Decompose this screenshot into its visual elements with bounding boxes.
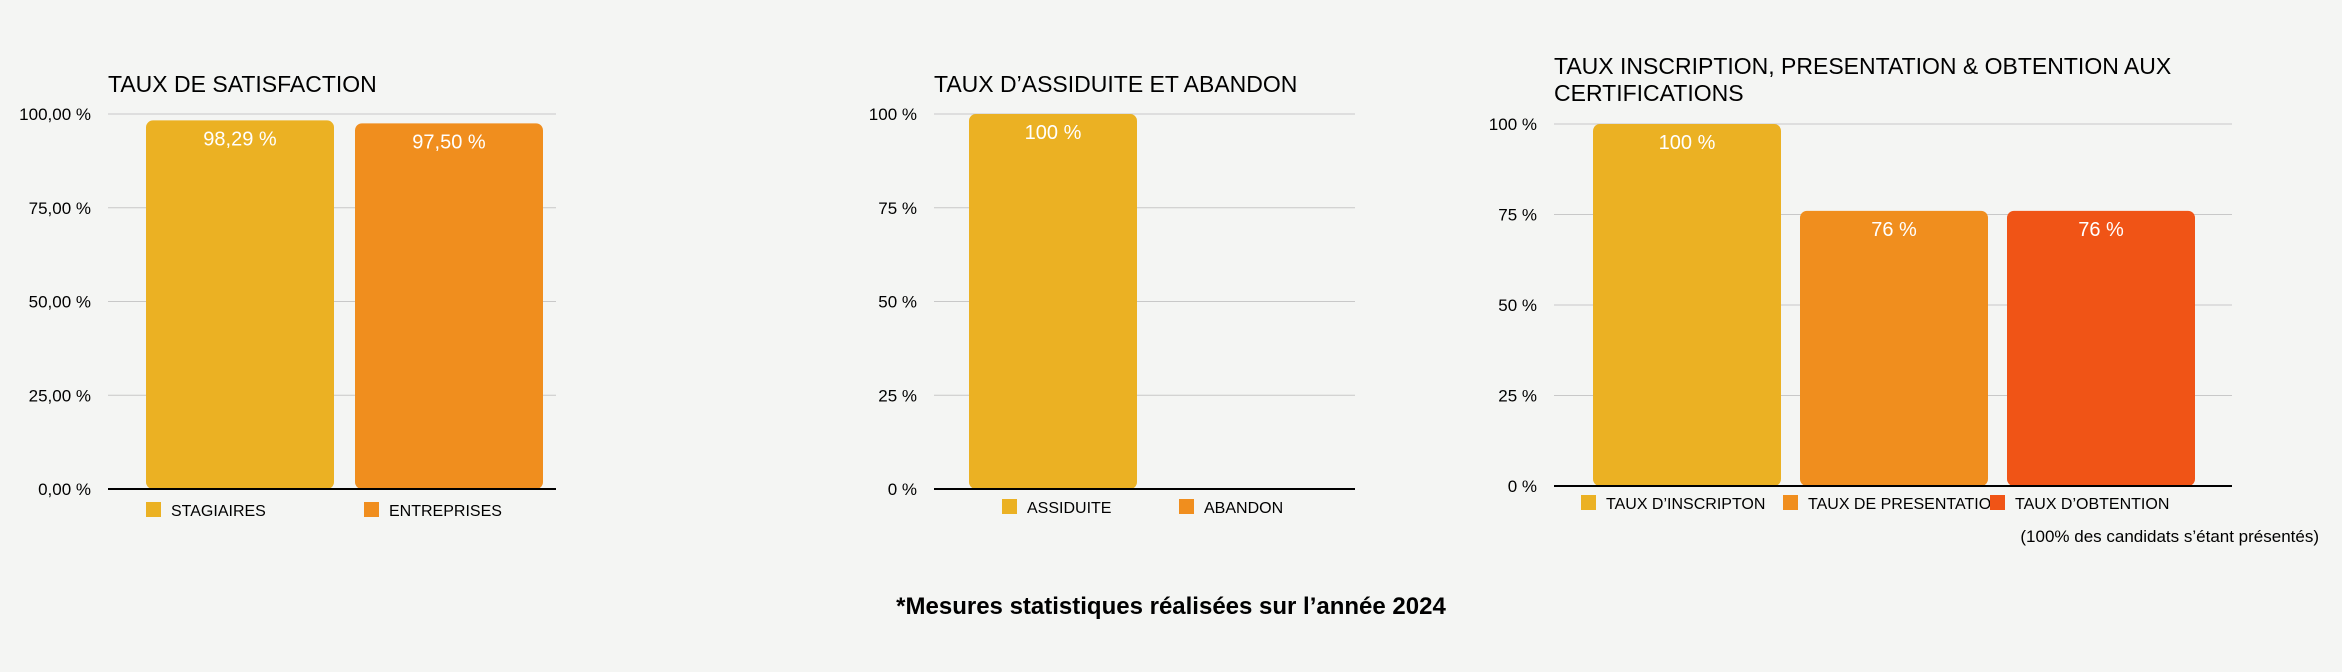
legend-swatch [1581,495,1596,510]
y-tick-label: 100,00 % [19,105,91,124]
legend-swatch [1179,499,1194,514]
bar [969,114,1137,489]
data-label: 100 % [1025,122,1082,144]
legend-label: ASSIDUITE [1027,500,1111,517]
y-tick-label: 75,00 % [29,199,91,218]
legend-swatch [1002,499,1017,514]
legend-swatch [364,502,379,517]
data-label: 97,50 % [412,131,486,153]
legend-label: ABANDON [1204,500,1283,517]
data-label: 100 % [1659,132,1716,154]
y-tick-label: 25,00 % [29,386,91,405]
y-tick-label: 100 % [869,105,917,124]
chart-1: TAUX DE SATISFACTION 0,00 % 25,00 % 50,00 %… [19,71,556,520]
footer-note: *Mesures statistiques réalisées sur l’an… [896,593,1446,620]
y-tick-label: 0 % [1508,477,1537,496]
y-tick-label: 50 % [1498,296,1537,315]
y-tick-label: 25 % [1498,387,1537,406]
bar [146,120,334,489]
legend-label: ENTREPRISES [389,503,502,520]
y-tick-label: 100 % [1489,115,1537,134]
chart-2: TAUX D’ASSIDUITE ET ABANDON 0 % 25 % 50 % 75… [869,71,1355,517]
data-label: 76 % [2078,219,2124,241]
y-tick-label: 0,00 % [38,480,91,499]
data-label: 76 % [1871,219,1917,241]
y-tick-label: 50 % [878,293,917,312]
chart-3: TAUX INSCRIPTION, PRESENTATION & OBTENTI… [1489,53,2319,546]
y-tick-label: 50,00 % [29,293,91,312]
y-tick-label: 0 % [888,480,917,499]
legend-label: STAGIAIRES [171,503,266,520]
legend-label: TAUX D’INSCRIPTON [1606,496,1765,513]
chart-title: TAUX INSCRIPTION, PRESENTATION & OBTENTI… [1554,53,2171,106]
bar [1593,124,1781,486]
bar [1800,210,1988,486]
chart-footnote: (100% des candidats s’étant présentés) [2020,527,2319,546]
chart-title: TAUX D’ASSIDUITE ET ABANDON [934,71,1297,97]
legend-label: TAUX DE PRESENTATION [1808,496,2003,513]
y-tick-label: 75 % [1498,206,1537,225]
legend-swatch [1783,495,1798,510]
y-tick-label: 75 % [878,199,917,218]
bar [355,123,543,489]
chart-title: TAUX DE SATISFACTION [108,71,377,97]
legend-label: TAUX D’OBTENTION [2015,496,2169,513]
legend-swatch [1990,495,2005,510]
legend-swatch [146,502,161,517]
y-tick-label: 25 % [878,386,917,405]
bar [2007,210,2195,486]
data-label: 98,29 % [203,128,277,150]
